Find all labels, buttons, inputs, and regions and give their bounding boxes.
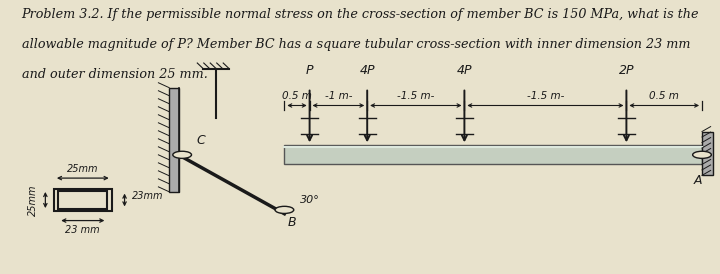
Text: allowable magnitude of P? Member BC has a square tubular cross-section with inne: allowable magnitude of P? Member BC has … [22,38,690,51]
Text: 0.5 m: 0.5 m [282,91,312,101]
Circle shape [693,151,711,158]
Text: -1 m-: -1 m- [325,91,352,101]
Bar [169,88,179,192]
Bar [54,189,112,211]
Text: 25mm: 25mm [28,184,38,216]
Bar [58,191,107,209]
Text: P: P [306,64,313,77]
Text: 23 mm: 23 mm [66,225,100,235]
Text: 25mm: 25mm [67,164,99,174]
Text: 2P: 2P [618,64,634,77]
Text: 0.5 m: 0.5 m [649,91,679,101]
Text: A: A [694,174,703,187]
Text: C: C [197,134,205,147]
Text: B: B [288,216,297,229]
Text: 4P: 4P [456,64,472,77]
Text: Problem 3.2. If the permissible normal stress on the cross-section of member BC : Problem 3.2. If the permissible normal s… [22,8,699,21]
Text: -1.5 m-: -1.5 m- [397,91,434,101]
Text: 23mm: 23mm [132,191,163,201]
Text: 30°: 30° [300,195,320,205]
Bar [702,132,713,175]
Bar [284,145,702,164]
Text: 4P: 4P [359,64,375,77]
Circle shape [173,151,192,158]
Text: -1.5 m-: -1.5 m- [527,91,564,101]
Circle shape [275,206,294,213]
Text: and outer dimension 25 mm.: and outer dimension 25 mm. [22,68,207,81]
